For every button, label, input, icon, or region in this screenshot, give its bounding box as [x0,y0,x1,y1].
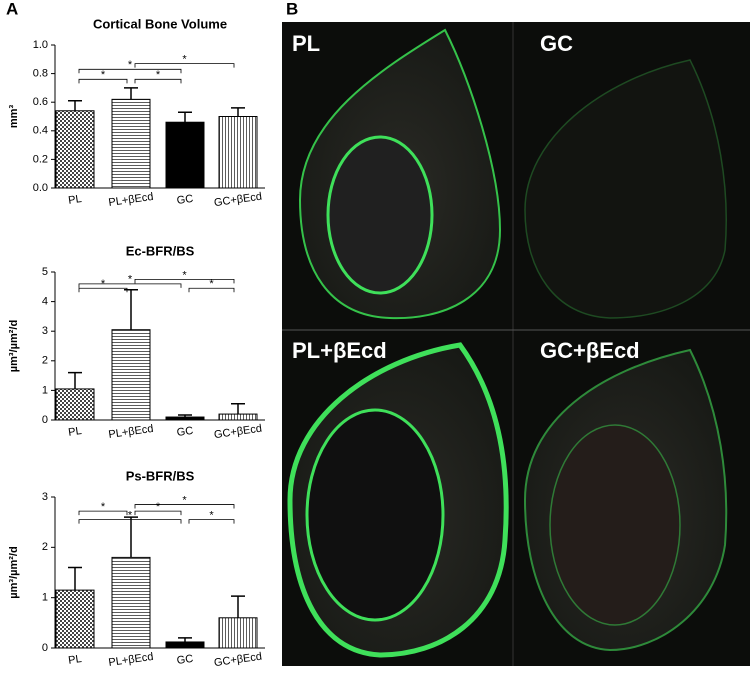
significance-star: * [101,501,106,513]
y-tick-label: 1 [42,592,48,604]
y-tick-label: 0.6 [33,96,48,108]
x-tick-label: GC [176,653,194,667]
significance-bracket [134,279,235,284]
significance-bracket [134,510,182,516]
panel-label: A [6,0,18,18]
error-bar [178,637,192,642]
y-tick-label: 1.0 [33,39,48,51]
significance-star: * [101,69,106,81]
bar [111,329,151,421]
significance-star: * [128,59,133,71]
bar [165,641,205,649]
significance-star: * [156,69,161,81]
y-tick-label: 0 [42,414,48,426]
y-tick-label: 3 [42,491,48,503]
y-axis-label: µm³/µm²/d [8,546,20,598]
error-bar [124,289,138,330]
significance-bracket [134,504,235,509]
y-tick-label: 0.2 [33,153,48,165]
chart-title: Cortical Bone Volume [93,16,227,31]
bar [55,388,95,421]
significance-bracket [188,519,235,524]
chart-title: Ps-BFR/BS [126,468,195,483]
bar [218,116,258,189]
bar [111,556,151,649]
significance-star: * [182,269,187,281]
y-axis-label: µm³/µm²/d [8,320,20,372]
error-bar [124,87,138,100]
error-bar [68,100,82,111]
significance-bracket [78,519,182,524]
x-tick-label: PL+βEcd [108,423,154,441]
bar [165,416,205,421]
significance-star: * [128,274,133,286]
y-tick-label: 4 [42,296,48,308]
image-label: GC [540,31,573,56]
x-tick-label: PL+βEcd [108,191,154,209]
y-tick-label: 5 [42,266,48,278]
y-tick-label: 1 [42,384,48,396]
y-tick-label: 0.4 [33,125,48,137]
significance-bracket [78,510,128,516]
micrographs [282,22,750,666]
significance-star: * [182,494,187,506]
chart-title: Ec-BFR/BS [126,243,195,258]
bar [111,98,151,189]
significance-star: * [209,510,214,522]
significance-star: * [182,53,187,65]
bar [55,110,95,189]
x-tick-label: GC+βEcd [213,651,262,670]
significance-bracket [134,78,182,84]
y-tick-label: 0 [42,642,48,654]
x-tick-label: GC+βEcd [213,423,262,442]
image-label: PL+βEcd [292,338,387,363]
image-label: PL [292,31,320,56]
significance-star: * [128,510,133,522]
significance-star: * [156,501,161,513]
error-bar [231,107,245,117]
bar [165,121,205,189]
bar [218,413,258,421]
y-tick-label: 0.0 [33,182,48,194]
x-tick-label: PL [67,653,82,667]
y-tick-label: 2 [42,355,48,367]
y-tick-label: 2 [42,541,48,553]
significance-star: * [209,278,214,290]
significance-star: * [101,278,106,290]
image-label: GC+βEcd [540,338,640,363]
significance-bracket [78,283,182,288]
significance-bracket [78,287,128,293]
x-tick-label: PL [67,425,82,439]
error-bar [178,414,192,418]
error-bar [124,516,138,558]
error-bar [68,371,82,389]
panel-label: B [286,0,298,18]
y-tick-label: 3 [42,325,48,337]
x-tick-label: GC+βEcd [213,191,262,210]
significance-bracket [78,78,128,84]
x-tick-label: PL [67,193,82,207]
bar [55,589,95,649]
significance-bracket [78,68,182,74]
x-tick-label: GC [176,193,194,207]
error-bar [178,111,192,123]
error-bar [231,595,245,618]
y-axis-label: mm³ [8,105,20,129]
significance-bracket [188,287,235,293]
y-tick-label: 0.8 [33,68,48,80]
x-tick-label: PL+βEcd [108,651,154,669]
bar [218,617,258,649]
error-bar [68,566,82,591]
error-bar [231,402,245,415]
x-tick-label: GC [176,425,194,439]
significance-bracket [134,63,235,68]
